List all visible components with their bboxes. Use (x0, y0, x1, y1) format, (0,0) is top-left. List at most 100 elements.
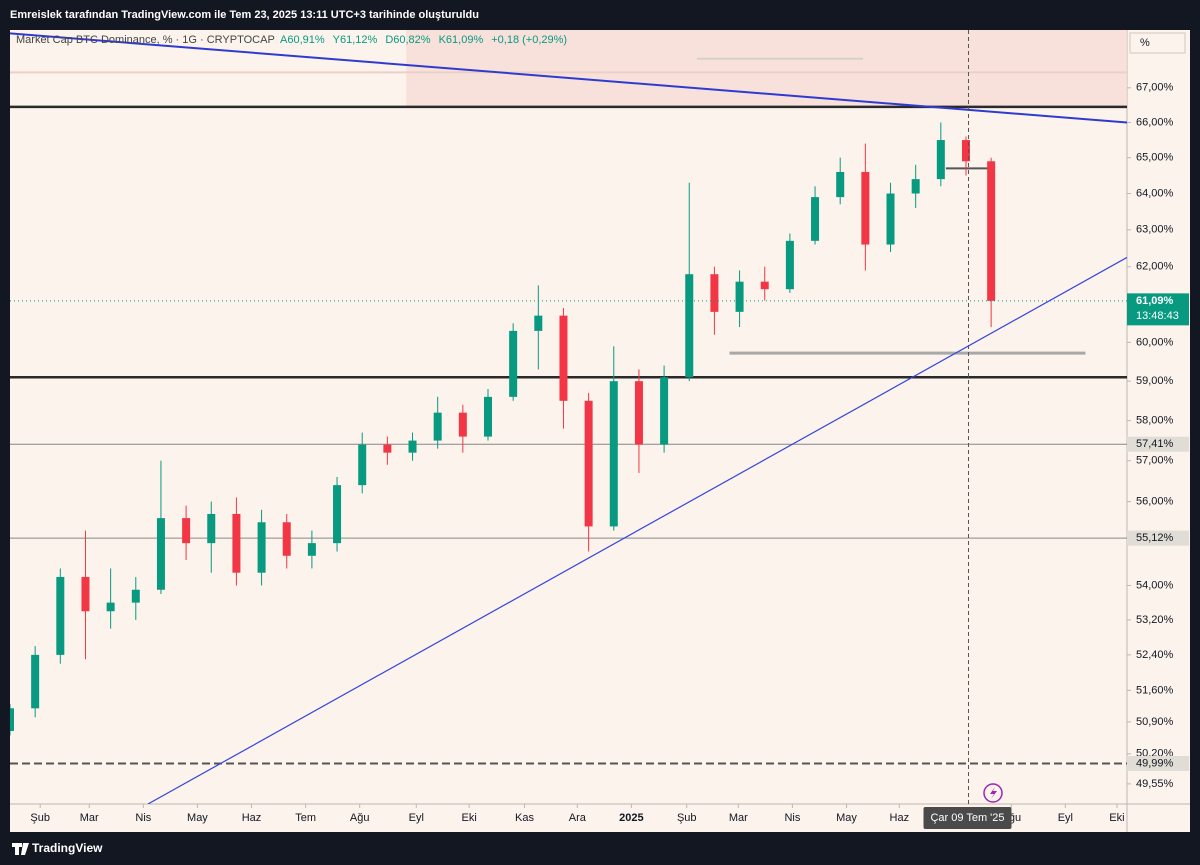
x-tick-label: Haz (890, 812, 910, 824)
y-tick-label: 62,00% (1136, 261, 1174, 273)
x-tick-label: May (187, 812, 208, 824)
event-icon-bolt (990, 787, 997, 799)
x-tick-label: Şub (30, 812, 50, 824)
brand-text: TradingView (32, 841, 103, 855)
candle-body (81, 576, 90, 612)
candle-body (911, 179, 920, 194)
price-label-bg (1127, 293, 1189, 326)
y-tick-label: 67,00% (1136, 82, 1174, 94)
x-tick-label: Haz (242, 812, 262, 824)
y-tick-label: 63,00% (1136, 224, 1174, 236)
x-tick-label: Eki (1109, 812, 1124, 824)
legend-value: K61,09% (439, 34, 484, 46)
price-label-bg (1127, 530, 1189, 546)
candle-body (861, 171, 870, 245)
candle-body (10, 708, 14, 731)
candle-body (182, 518, 191, 544)
candle-body (685, 274, 694, 378)
price-label: 49,99% (1136, 757, 1174, 769)
candle-body (106, 602, 115, 612)
price-label: 55,12% (1136, 532, 1174, 544)
x-tick-label: Nis (784, 812, 800, 824)
candle-body (483, 396, 492, 437)
candle-body (609, 381, 618, 527)
candle-body (760, 281, 769, 290)
y-tick-label: 52,40% (1136, 649, 1174, 661)
x-tick-label: Ara (569, 812, 587, 824)
candle-body (156, 518, 165, 590)
y-tick-label: 65,00% (1136, 152, 1174, 164)
price-label-bg (1127, 755, 1189, 771)
price-label: 57,41% (1136, 438, 1174, 450)
candle-body (811, 197, 820, 241)
scale-button[interactable] (1129, 32, 1186, 54)
candle-body (534, 315, 543, 331)
y-tick-label: 66,00% (1136, 116, 1174, 128)
candle-body (307, 543, 316, 556)
y-tick-label: 51,60% (1136, 684, 1174, 696)
candle-body (584, 400, 593, 527)
candle-body (987, 161, 996, 301)
candle-body (785, 240, 794, 290)
candle-body (31, 654, 40, 709)
x-tick-label: Nis (135, 812, 151, 824)
candle-body (735, 281, 744, 312)
plot (10, 30, 1127, 804)
y-tick-label: 59,00% (1136, 375, 1174, 387)
trend-line (147, 256, 1127, 804)
y-tick-label: 53,20% (1136, 614, 1174, 626)
y-tick-label: 56,00% (1136, 495, 1174, 507)
candle-body (131, 589, 140, 603)
crosshair-label: Çar 09 Tem '25 (930, 812, 1004, 824)
candle-body (433, 412, 442, 441)
candle-body (660, 377, 669, 445)
brand-logo (12, 843, 29, 855)
candle-body (408, 440, 417, 453)
candle-body (383, 444, 392, 453)
candle-body (559, 315, 568, 401)
y-tick-label: 57,00% (1136, 455, 1174, 467)
candle-body (886, 193, 895, 245)
y-tick-label: 60,00% (1136, 336, 1174, 348)
price-label: 61,09% (1136, 295, 1174, 307)
x-tick-label: Eyl (1058, 812, 1073, 824)
y-tick-label: 64,00% (1136, 187, 1174, 199)
x-tick-label: Mar (729, 812, 748, 824)
legend-title: Market Cap BTC Dominance, % · 1G · CRYPT… (16, 34, 275, 46)
event-icon[interactable] (983, 783, 1003, 803)
candle-body (961, 140, 970, 162)
legend-value: +0,18 (+0,29%) (491, 34, 567, 46)
candle-body (232, 513, 241, 573)
legend-value: D60,82% (385, 34, 430, 46)
legend-value: A60,91% (280, 34, 325, 46)
candle-body (282, 522, 291, 556)
x-tick-label: Tem (295, 812, 316, 824)
scale-label[interactable]: % (1140, 37, 1150, 49)
x-tick-label: Eyl (409, 812, 424, 824)
candle-body (333, 485, 342, 544)
legend-value: Y61,12% (333, 34, 378, 46)
y-tick-label: 54,00% (1136, 579, 1174, 591)
candle-body (56, 576, 65, 655)
x-tick-label: Eki (461, 812, 476, 824)
crosshair-label-bg (923, 807, 1012, 829)
candle-body (257, 522, 266, 573)
x-tick-label: Ağu (350, 812, 370, 824)
x-tick-label: Şub (677, 812, 697, 824)
candle-body (207, 513, 216, 544)
candle-body (458, 412, 467, 437)
y-tick-label: 58,00% (1136, 415, 1174, 427)
trend-line (10, 32, 1127, 124)
candle-body (634, 381, 643, 445)
price-label-time: 13:48:43 (1136, 310, 1179, 322)
header-text: Emreislek tarafından TradingView.com ile… (10, 9, 479, 21)
candle-body (710, 274, 719, 312)
candle-body (509, 330, 518, 397)
x-tick-label: 2025 (619, 812, 643, 824)
candle-body (936, 140, 945, 180)
chart-bg (10, 30, 1190, 832)
axes: 67,00% 66,00% 65,00% 64,00% 63,00% 62,00% 60,0… (30, 82, 1189, 829)
candle-body (358, 444, 367, 486)
y-tick-label: 49,55% (1136, 778, 1174, 790)
x-tick-label: Kas (515, 812, 534, 824)
